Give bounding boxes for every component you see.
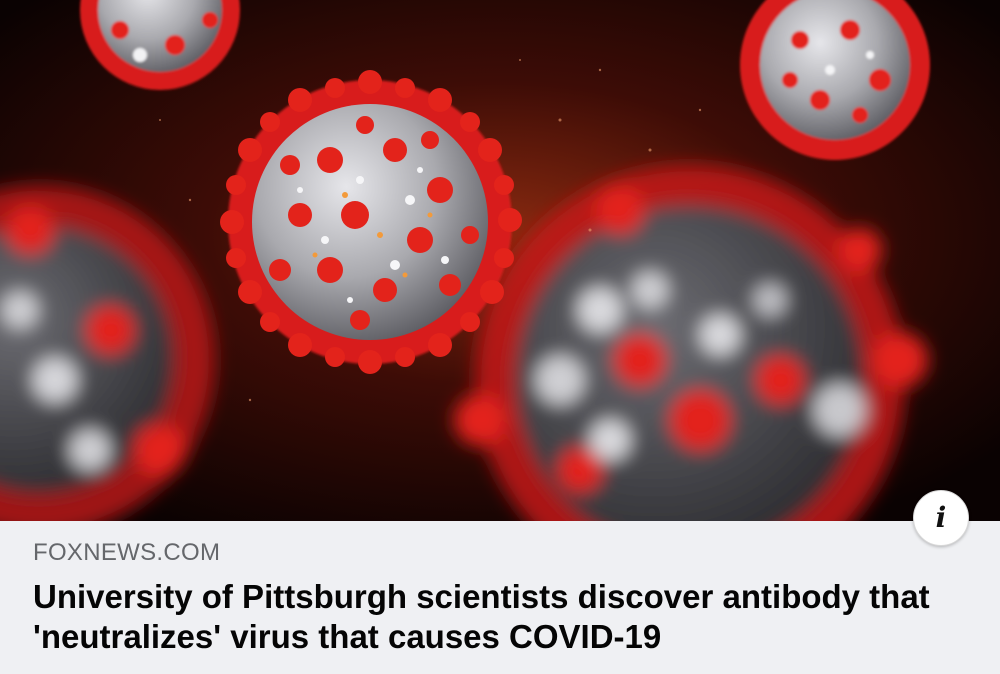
virus-main (220, 70, 522, 374)
info-button[interactable]: i (913, 490, 969, 546)
source-domain: FOXNEWS.COM (33, 539, 221, 566)
virus-background-right (454, 165, 928, 521)
floating-particles (159, 59, 702, 402)
info-icon: i (935, 501, 947, 534)
headline[interactable]: University of Pittsburgh scientists disc… (33, 577, 960, 657)
headline-line-1: University of Pittsburgh scientists disc… (33, 578, 930, 615)
virus-top-right (740, 0, 930, 160)
preview-image[interactable] (0, 0, 1000, 521)
virus-top-left (80, 0, 240, 90)
headline-line-2: 'neutralizes' virus that causes COVID-19 (33, 618, 662, 655)
link-metadata[interactable]: FOXNEWS.COM University of Pittsburgh sci… (0, 521, 1000, 674)
virus-illustration (0, 0, 1000, 521)
virus-background-left (0, 185, 215, 521)
